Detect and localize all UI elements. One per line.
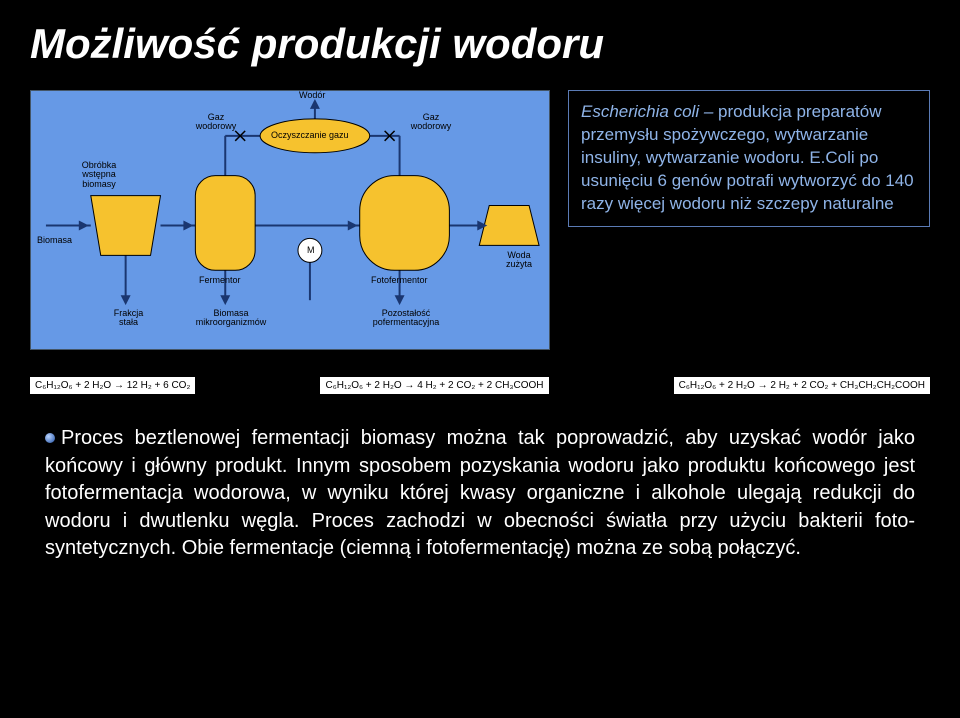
formulas-row: C₆H₁₂O₆ + 2 H₂O → 12 H₂ + 6 CO₂ C₆H₁₂O₆ … <box>30 370 930 400</box>
body-text: Proces beztlenowej fermentacji biomasy m… <box>45 427 915 559</box>
body-paragraph: Proces beztlenowej fermentacji biomasy m… <box>45 425 915 563</box>
process-diagram: Biomasa Obróbka wstępna biomasy Fermento… <box>30 90 550 350</box>
lbl-fermentor: Fermentor <box>199 276 241 285</box>
lbl-biomikro: Biomasa mikroorganizmów <box>191 309 271 328</box>
slide-title: Możliwość produkcji wodoru <box>30 20 604 68</box>
lbl-woda: Woda zużyta <box>499 251 539 270</box>
lbl-pozost: Pozostałość pofermentacyjna <box>366 309 446 328</box>
formula-c: C₆H₁₂O₆ + 2 H₂O → 2 H₂ + 2 CO₂ + CH₃CH₂C… <box>674 377 930 394</box>
lbl-oczyszcz: Oczyszczanie gazu <box>271 131 349 140</box>
lbl-fotofermentor: Fotofermentor <box>371 276 428 285</box>
lbl-gazwod: Gaz wodorowy <box>191 113 241 132</box>
lbl-obrobka: Obróbka wstępna biomasy <box>69 161 129 189</box>
bullet-icon <box>45 433 55 443</box>
caption-lead: Escherichia coli – <box>581 102 713 121</box>
top-row: Biomasa Obróbka wstępna biomasy Fermento… <box>30 90 930 350</box>
lbl-frakcja: Frakcja stała <box>106 309 151 328</box>
formula-b: C₆H₁₂O₆ + 2 H₂O → 4 H₂ + 2 CO₂ + 2 CH₃CO… <box>320 377 548 394</box>
lbl-gazwod2: Gaz wodorowy <box>406 113 456 132</box>
formula-a: C₆H₁₂O₆ + 2 H₂O → 12 H₂ + 6 CO₂ <box>30 377 195 394</box>
caption-box: Escherichia coli – produkcja preparatów … <box>568 90 930 227</box>
lbl-wodor: Wodór <box>299 91 325 100</box>
lbl-biomasa: Biomasa <box>37 236 72 245</box>
lbl-m: M <box>307 246 315 255</box>
